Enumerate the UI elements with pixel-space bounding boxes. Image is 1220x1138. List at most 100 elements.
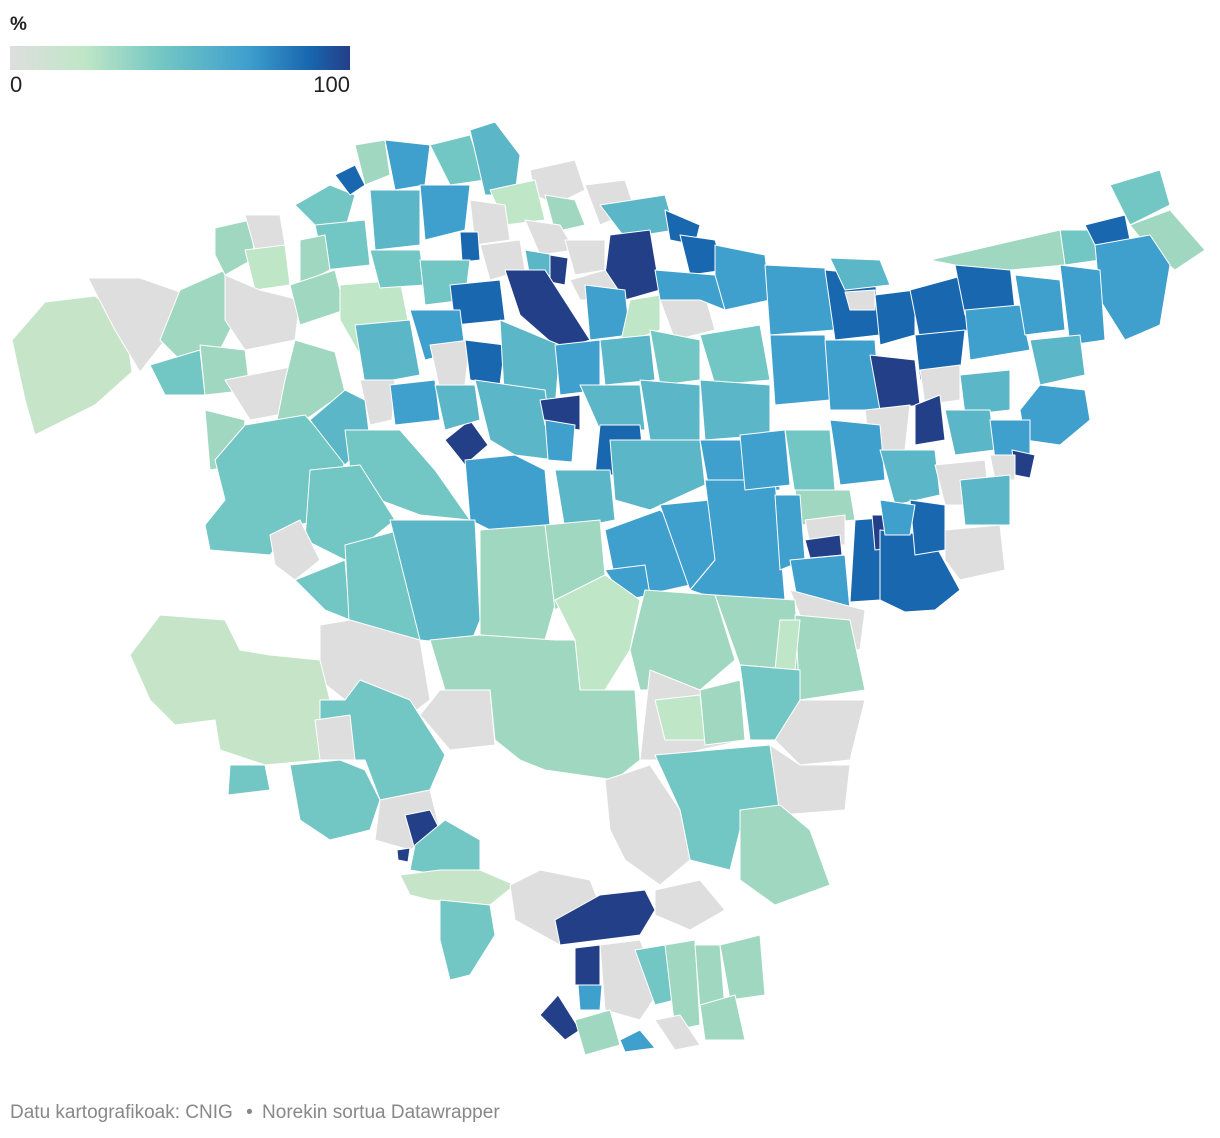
map-region[interactable] [469,121,521,196]
map-region[interactable] [1029,334,1086,386]
map-region[interactable] [289,269,346,326]
map-region[interactable] [774,699,866,766]
color-legend: % 0 100 [10,14,350,98]
legend-title: % [10,14,27,35]
legend-min-label: 0 [10,72,23,97]
map-region[interactable] [654,879,726,931]
map-region[interactable] [914,394,946,446]
map-region[interactable] [989,454,1016,481]
map-region[interactable] [959,369,1011,416]
map-region[interactable] [544,419,576,463]
map-region[interactable] [554,469,616,531]
choropleth-map [11,121,1206,1056]
map-region[interactable] [604,229,661,301]
map-region[interactable] [844,289,876,311]
map-region[interactable] [474,379,556,461]
map-region[interactable] [774,619,801,671]
map-region[interactable] [919,364,961,406]
map-region[interactable] [719,934,766,1001]
map-region[interactable] [599,334,656,386]
map-region[interactable] [396,847,411,863]
map-region[interactable] [269,519,321,581]
map-region[interactable] [1019,384,1091,446]
map-region[interactable] [1109,169,1171,226]
map-region[interactable] [739,429,791,491]
legend-gradient-bar [10,46,350,70]
map-region[interactable] [369,249,426,289]
map-region[interactable] [214,219,256,276]
map-region[interactable] [464,339,506,386]
map-region[interactable] [699,679,746,746]
map-region[interactable] [299,234,331,286]
map-region[interactable] [829,257,891,291]
map-region[interactable] [959,474,1011,526]
map-region[interactable] [314,714,356,761]
map-region[interactable] [714,244,771,311]
map-region[interactable] [539,994,581,1041]
map-region[interactable] [384,139,431,191]
map-region[interactable] [699,994,746,1041]
map-region[interactable] [739,804,831,906]
map-region[interactable] [654,269,726,311]
map-region[interactable] [824,339,881,411]
map-region[interactable] [879,449,941,506]
map-region[interactable] [964,304,1031,361]
map-region[interactable] [944,524,1006,581]
map-region[interactable] [464,454,551,536]
map-region[interactable] [874,289,916,346]
map-region[interactable] [649,329,701,386]
map-region[interactable] [619,1029,656,1053]
map-region[interactable] [227,764,271,796]
map-region[interactable] [574,944,601,986]
map-region[interactable] [829,419,886,486]
map-region[interactable] [769,334,831,406]
map-region[interactable] [399,869,516,906]
map-region[interactable] [1059,264,1106,346]
map-region[interactable] [444,419,489,466]
map-region[interactable] [699,324,771,386]
map-region[interactable] [909,499,946,556]
map-region[interactable] [389,379,441,426]
map-region[interactable] [654,1014,701,1051]
map-region[interactable] [469,199,511,246]
map-region[interactable] [604,764,691,886]
footer-source: Datu kartografikoak: CNIG [10,1102,233,1123]
map-region[interactable] [11,295,133,436]
map-region[interactable] [149,349,206,396]
map-region[interactable] [1094,234,1171,341]
map-region[interactable] [354,319,421,386]
legend-labels: 0 100 [10,70,350,98]
map-region[interactable] [429,339,471,391]
map-region[interactable] [944,409,996,456]
map-region[interactable] [769,744,851,816]
map-region[interactable] [579,384,646,431]
map-region[interactable] [419,184,471,241]
map-region[interactable] [574,1009,621,1056]
map-region[interactable] [1014,274,1066,336]
map-region[interactable] [369,189,421,251]
map-region[interactable] [929,229,1066,271]
map-region[interactable] [294,184,356,231]
map-region[interactable] [389,519,481,646]
map-region[interactable] [129,614,331,766]
map-region[interactable] [479,524,556,641]
map-region[interactable] [289,759,381,841]
map-region[interactable] [244,244,291,291]
map-region[interactable] [544,194,586,233]
map-region[interactable] [419,689,496,751]
map-region[interactable] [879,499,916,536]
map-region[interactable] [609,439,706,511]
map-region[interactable] [664,939,701,1031]
map-region[interactable] [699,379,771,441]
map-region[interactable] [439,899,496,981]
map-region[interactable] [564,239,606,276]
map-region[interactable] [784,429,836,496]
map-region[interactable] [639,379,701,441]
map-region[interactable] [577,984,603,1011]
map-region[interactable] [764,264,836,336]
map-region[interactable] [459,231,481,263]
map-region[interactable] [434,384,481,431]
footer-separator: • [246,1102,253,1123]
map-region[interactable] [354,139,391,186]
map-region[interactable] [549,254,569,286]
